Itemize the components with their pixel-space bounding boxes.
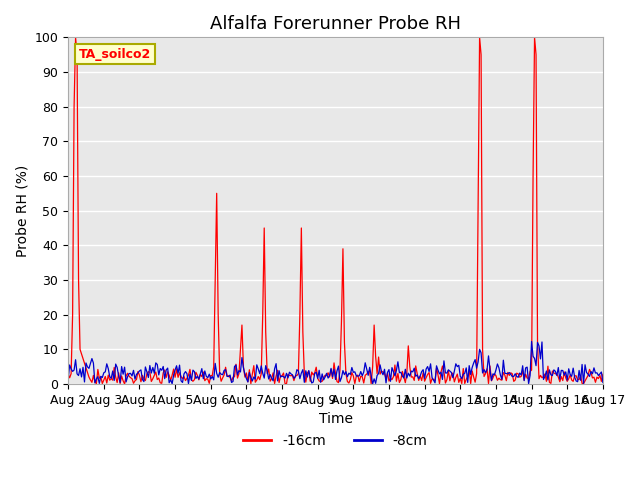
-16cm: [81, 360, 88, 366]
-8cm: [388, 365, 396, 371]
-16cm: [390, 374, 397, 380]
-8cm: [371, 376, 378, 382]
-8cm: [400, 375, 408, 381]
-8cm: [537, 356, 545, 362]
-16cm: [72, 35, 79, 40]
Text: TA_soilco2: TA_soilco2: [79, 48, 151, 61]
-8cm: [64, 377, 72, 383]
-8cm: [164, 365, 172, 371]
-8cm: [528, 338, 536, 344]
Line: -16cm: -16cm: [68, 37, 603, 384]
-16cm: [64, 372, 72, 377]
-16cm: [537, 372, 545, 378]
Title: Alfalfa Forerunner Probe RH: Alfalfa Forerunner Probe RH: [210, 15, 461, 33]
-8cm: [599, 380, 607, 385]
Legend: -16cm, -8cm: -16cm, -8cm: [238, 428, 433, 453]
Line: -8cm: -8cm: [68, 341, 603, 384]
-16cm: [401, 380, 409, 385]
-16cm: [167, 378, 175, 384]
-8cm: [369, 381, 376, 387]
Y-axis label: Probe RH (%): Probe RH (%): [15, 165, 29, 257]
-8cm: [79, 364, 87, 370]
-16cm: [121, 381, 129, 387]
-16cm: [599, 372, 607, 377]
X-axis label: Time: Time: [319, 412, 353, 426]
-16cm: [372, 353, 380, 359]
